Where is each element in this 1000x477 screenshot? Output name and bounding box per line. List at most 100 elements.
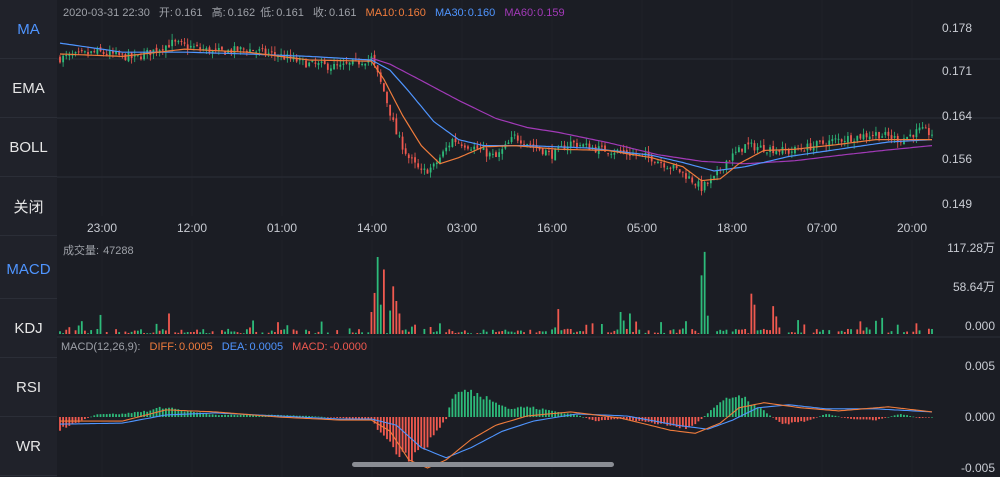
volume-bar [432,332,435,334]
volume-bar [252,320,254,334]
volume-bar [629,313,631,334]
sub-indicator-macd[interactable]: MACD [0,240,57,299]
macd-histogram-bar [781,417,784,424]
volume-bar [859,321,862,334]
candle-body [186,44,189,49]
candle-body [295,57,298,62]
candle-body [548,150,550,152]
volume-bar [202,329,205,334]
macd-histogram-bar [747,401,750,417]
candle-body [196,44,198,46]
volume-bar [283,329,286,334]
candle-body [703,181,706,191]
sub-indicator-kdj[interactable]: KDJ [0,299,57,358]
volume-bar [762,328,765,334]
volume-bar [183,332,186,334]
volume-axis-label: 58.64万 [953,280,995,294]
price-axis-label: 0.171 [942,64,972,78]
macd-histogram-bar [516,407,519,417]
candle-body [174,40,177,42]
volume-axis-label: 117.28万 [947,241,995,255]
macd-histogram-bar [230,414,233,417]
candle-body [526,144,529,146]
candle-body [252,49,254,52]
macd-histogram-bar [607,417,610,420]
volume-info: 成交量: 47288 [63,243,134,257]
candle-body [871,135,874,137]
time-axis-label: 03:00 [447,221,477,235]
main-indicator-close[interactable]: 关闭 [0,177,57,236]
macd-dea-value: 0.0005 [249,341,283,353]
candle-body [728,160,731,162]
volume-bar [457,332,460,334]
volume-bar [638,329,641,334]
macd-histogram-bar [379,417,382,433]
volume-bar [174,332,177,334]
volume-bar [439,323,441,334]
price-panel [59,33,933,196]
candle-body [815,141,818,148]
volume-bar [199,332,202,334]
kline-chart-area[interactable]: 2020-03-31 22:30 开: 0.161 高: 0.162 低: 0.161… [57,0,1000,477]
macd-histogram-bar [828,414,831,417]
info-datetime: 2020-03-31 22:30 [63,7,150,19]
volume-bar [847,328,849,334]
volume-bar [392,286,395,334]
volume-bar [267,332,270,334]
macd-histogram-bar [302,415,304,417]
volume-bar [616,329,619,334]
macd-histogram-bar [803,417,806,422]
volume-bar [280,329,283,334]
candle-body [164,45,167,53]
candle-body [523,144,525,146]
macd-diff-value: 0.0005 [179,341,213,353]
volume-bar [722,330,725,334]
sub-indicator-wr[interactable]: WR [0,417,57,476]
sub-indicator-rsi[interactable]: RSI [0,358,57,417]
macd-histogram-bar [217,415,220,417]
candle-body [108,50,111,56]
candle-body [753,143,756,151]
axis-labels: 0.178 0.171 0.164 0.156 0.149 23:00 12:00 01:00… [87,21,995,475]
candle-body [482,147,485,150]
volume-bar [912,331,915,334]
macd-histogram-bar [401,417,404,452]
candle-body [445,147,448,152]
macd-histogram-bar [326,417,329,418]
macd-histogram-bar [80,417,83,421]
macd-histogram-bar [124,413,127,417]
candle-body [672,165,675,169]
diff-line [60,402,933,469]
volume-bar [84,330,86,334]
main-indicator-boll[interactable]: BOLL [0,118,57,177]
candle-body [395,118,398,135]
candle-body [392,117,395,120]
volume-bar [544,331,547,334]
main-indicator-ema[interactable]: EMA [0,59,57,118]
macd-histogram-bar [653,417,656,424]
macd-info: MACD(12,26,9): DIFF: 0.0005 DEA: 0.0005 MA… [61,341,367,353]
time-axis-label: 05:00 [627,221,657,235]
macd-histogram-bar [491,401,494,417]
volume-bar [414,324,416,334]
candle-body [87,52,89,55]
macd-histogram-bar [706,413,709,417]
macd-histogram-bar [454,394,457,417]
macd-histogram-bar [398,417,401,458]
home-indicator-bar[interactable] [352,462,614,467]
candle-body [457,142,460,144]
ma60-line [371,57,933,165]
volume-bar [249,327,251,334]
candle-body [790,151,793,153]
volume-bar [348,328,351,334]
macd-histogram-bar [685,417,687,430]
main-indicator-ma[interactable]: MA [0,0,57,59]
candle-body [121,53,124,55]
info-close: 0.161 [329,7,357,19]
volume-bar [140,329,142,334]
macd-histogram-bar [738,395,740,417]
candle-body [124,54,127,61]
volume-bar [68,327,71,334]
candle-body [258,49,261,51]
price-axis-label: 0.164 [942,109,972,123]
